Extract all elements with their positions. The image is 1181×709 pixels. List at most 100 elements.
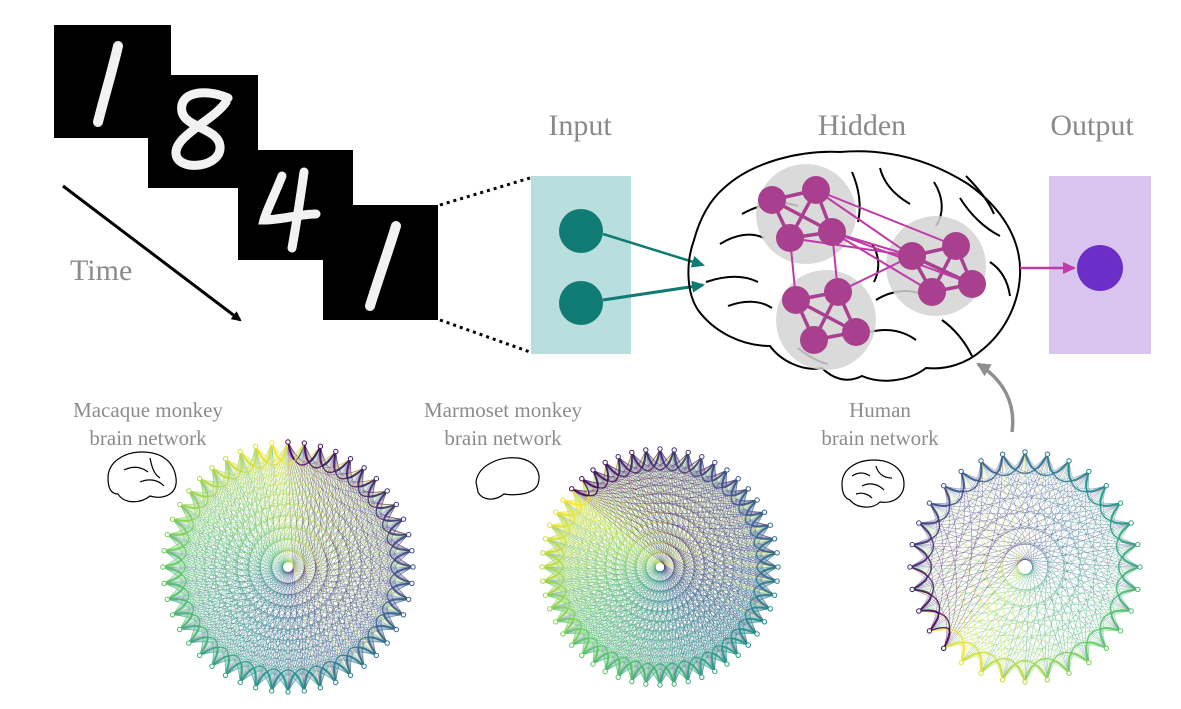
network-edge	[179, 604, 404, 630]
network-edge	[929, 502, 1070, 674]
macaque-title-line1: Macaque monkey	[73, 398, 223, 422]
network-node	[999, 677, 1006, 683]
network-rim-edge	[1046, 454, 1090, 483]
network-edge	[929, 566, 1141, 632]
network-edge	[943, 644, 1003, 680]
network-edge	[1002, 566, 1141, 680]
network-edge	[211, 467, 414, 568]
network-node	[569, 486, 575, 492]
network-edge	[1112, 502, 1141, 568]
network-edge	[1044, 454, 1070, 674]
network-edge	[631, 452, 779, 568]
network-node	[629, 449, 635, 456]
network-node	[285, 689, 291, 695]
network-edge	[1024, 544, 1138, 683]
network-edge	[912, 544, 1107, 649]
network-rim-edge	[1085, 627, 1121, 663]
network-node	[269, 440, 275, 446]
network-node	[745, 642, 751, 648]
network-edge	[960, 471, 1141, 568]
network-node	[590, 467, 596, 473]
network-node	[745, 486, 751, 492]
network-edge	[211, 467, 409, 600]
network-node	[1117, 628, 1124, 634]
network-edge	[179, 467, 365, 511]
network-rim-edge	[909, 566, 935, 612]
network-node	[552, 619, 559, 625]
hidden-node	[898, 242, 926, 270]
hidden-cluster-1	[756, 164, 856, 264]
network-node	[774, 578, 780, 584]
network-node	[161, 548, 167, 554]
hidden-node	[782, 286, 810, 314]
network-node	[547, 606, 553, 612]
network-node	[373, 475, 380, 482]
network-node	[629, 678, 635, 685]
network-edge	[943, 454, 1048, 649]
network-edge	[645, 449, 771, 610]
network-node	[999, 451, 1006, 457]
network-rim-edge	[271, 442, 305, 465]
network-edge	[240, 451, 409, 535]
network-node	[1044, 451, 1051, 457]
network-node	[160, 564, 166, 570]
network-edge	[918, 454, 1003, 612]
network-edge	[929, 619, 1107, 649]
network-edge	[271, 443, 377, 656]
network-node	[196, 475, 203, 482]
network-rim-edge	[943, 460, 982, 493]
network-node	[643, 447, 649, 453]
network-node	[237, 448, 243, 455]
network-edge	[912, 589, 948, 649]
input-node-2	[559, 281, 603, 325]
network-node	[775, 564, 781, 570]
network-rim-edge	[918, 610, 951, 649]
network-edge	[645, 449, 716, 672]
hidden-node	[918, 278, 946, 306]
time-label: Time	[70, 254, 132, 287]
network-node	[1135, 541, 1141, 548]
network-edge	[912, 451, 1026, 590]
network-node	[579, 476, 585, 482]
network-edge	[325, 458, 351, 683]
network-node	[409, 580, 415, 586]
network-edge	[960, 471, 1026, 683]
network-edge	[645, 449, 739, 486]
network-edge	[943, 454, 1003, 490]
network-node	[761, 509, 768, 515]
network-node	[252, 443, 259, 449]
network-edge	[562, 456, 702, 504]
network-rim-edge	[1068, 460, 1107, 493]
network-node	[373, 652, 380, 659]
marmoset-title-line2: brain network	[444, 426, 562, 450]
input-arrow-2	[602, 280, 705, 302]
network-rim-edge	[1099, 610, 1132, 649]
network-edge	[1117, 522, 1138, 590]
network-edge	[172, 504, 397, 530]
network-node	[393, 626, 399, 633]
network-edge	[199, 478, 388, 506]
macaque-network-plot	[160, 439, 416, 695]
network-edge	[605, 462, 779, 568]
network-edge	[605, 462, 775, 540]
network-edge	[929, 502, 1132, 531]
network-edge	[188, 441, 289, 644]
network-edge	[592, 469, 739, 495]
network-edge	[912, 589, 1070, 674]
network-node	[209, 465, 215, 471]
network-edge	[325, 451, 351, 676]
network-edge	[255, 446, 404, 616]
network-edge	[1047, 522, 1132, 680]
network-node	[164, 596, 171, 603]
network-rim-edge	[918, 485, 951, 524]
network-node	[724, 661, 730, 667]
network-edge	[211, 566, 414, 667]
network-node	[409, 548, 415, 554]
network-edge	[645, 449, 758, 502]
network-node	[978, 670, 984, 676]
network-edge	[617, 456, 778, 582]
hidden-node	[818, 218, 846, 246]
network-edge	[943, 619, 1121, 649]
network-node	[547, 522, 553, 528]
